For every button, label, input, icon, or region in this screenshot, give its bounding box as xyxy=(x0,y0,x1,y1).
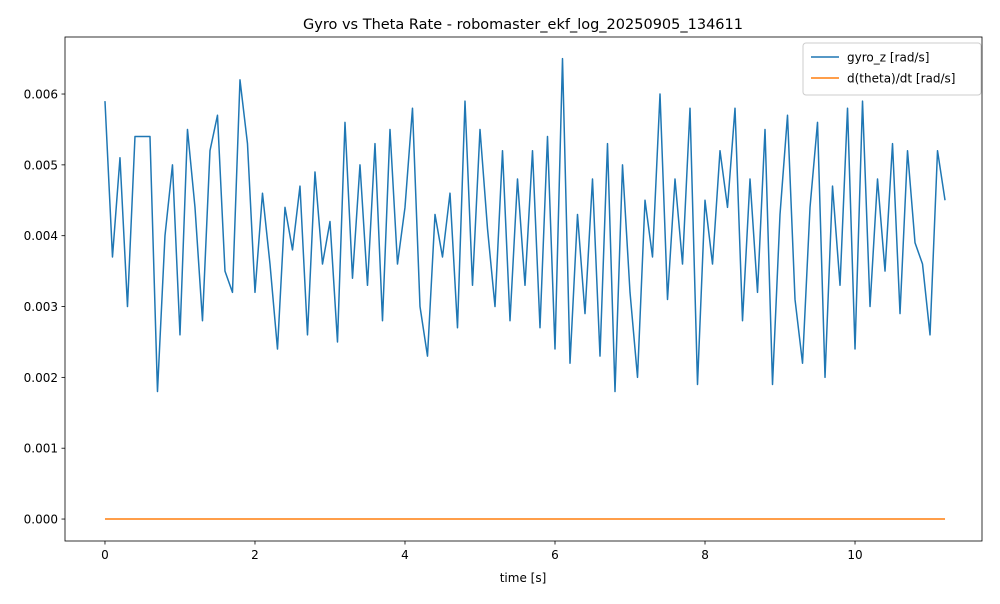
x-tick-label: 10 xyxy=(847,548,862,562)
line-series xyxy=(104,57,946,393)
legend-box xyxy=(802,42,982,96)
x-tick-label: 6 xyxy=(551,548,559,562)
y-tick-label: 0.003 xyxy=(24,300,58,314)
x-axis-label: time [s] xyxy=(500,571,547,585)
y-tick-label: 0.004 xyxy=(24,229,58,243)
y-tick-label: 0.006 xyxy=(24,88,58,102)
x-tick-label: 8 xyxy=(701,548,709,562)
y-tick-label: 0.002 xyxy=(24,371,58,385)
legend: gyro_z [rad/s] d(theta)/dt [rad/s] xyxy=(802,42,982,96)
y-tick-label: 0.005 xyxy=(24,158,58,172)
x-tick-label: 2 xyxy=(251,548,259,562)
y-tick-label: 0.000 xyxy=(24,513,58,527)
legend-label: d(theta)/dt [rad/s] xyxy=(847,72,955,86)
axes-frame xyxy=(64,36,983,542)
y-tick-label: 0.001 xyxy=(24,442,58,456)
chart-title: Gyro vs Theta Rate - robomaster_ekf_log_… xyxy=(303,17,743,33)
x-tick-label: 0 xyxy=(101,548,109,562)
legend-label: gyro_z [rad/s] xyxy=(847,51,929,65)
x-tick-label: 4 xyxy=(401,548,409,562)
